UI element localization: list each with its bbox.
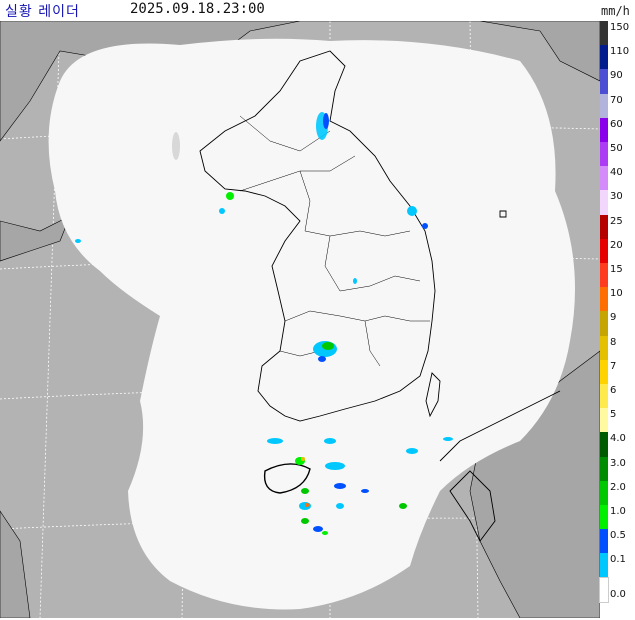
legend-swatch: [600, 238, 608, 263]
legend-swatch: [600, 359, 608, 384]
legend-item: 25: [600, 214, 635, 239]
map-title: 실황 레이더: [5, 4, 80, 20]
legend-item: 10: [600, 287, 635, 312]
legend-value-label: 0.1: [610, 554, 626, 566]
radar-coverage: [48, 38, 576, 610]
legend-item: 20: [600, 238, 635, 263]
legend-swatch: [600, 553, 608, 578]
legend-value-label: 40: [610, 167, 623, 179]
legend-item: 150: [600, 21, 635, 46]
legend-swatch: [600, 117, 608, 142]
legend-item: 0.0: [599, 576, 635, 603]
legend-swatch: [600, 408, 608, 433]
radar-map[interactable]: [0, 21, 600, 618]
legend-swatch: [600, 505, 608, 530]
legend-item: 110: [600, 45, 635, 70]
legend-value-label: 4.0: [610, 433, 626, 445]
legend-swatch: [600, 45, 608, 70]
legend-item: 5: [600, 408, 635, 433]
legend-swatch: [600, 69, 608, 94]
observation-timestamp: 2025.09.18.23:00: [130, 1, 265, 17]
legend-item: 1.0: [600, 505, 635, 530]
legend-value-label: 25: [610, 215, 623, 227]
legend-value-label: 0.0: [610, 588, 626, 600]
legend-swatch: [600, 263, 608, 288]
precipitation-legend: 150 110 90 70 60 50 40 30 25 20 15 10 9 8 7 6 5 4.0 3.0 2.0…: [599, 21, 635, 620]
legend-item: 4.0: [600, 432, 635, 457]
legend-value-label: 2.0: [610, 481, 626, 493]
legend-swatch: [600, 166, 608, 191]
legend-value-label: 110: [610, 46, 630, 58]
legend-swatch: [600, 93, 608, 118]
legend-value-label: 6: [610, 385, 617, 396]
legend-value-label: 3.0: [610, 457, 626, 469]
legend-value-label: 9: [610, 312, 617, 324]
legend-item: 0.1: [600, 553, 635, 578]
legend-item: 50: [600, 142, 635, 167]
title-bar: 실황 레이더 2025.09.18.23:00: [0, 0, 600, 21]
legend-swatch: [599, 576, 609, 603]
legend-item: 9: [600, 311, 635, 336]
legend-swatch: [600, 529, 608, 554]
legend-value-label: 50: [610, 143, 623, 154]
radar-map-canvas: [0, 21, 600, 618]
legend-item: 2.0: [600, 480, 635, 505]
legend-value-label: 30: [610, 191, 623, 203]
legend-value-label: 15: [610, 264, 623, 275]
legend-item: 60: [600, 117, 635, 142]
legend-item: 90: [600, 69, 635, 94]
legend-swatch: [600, 21, 608, 46]
legend-swatch: [600, 214, 608, 239]
legend-swatch: [600, 142, 608, 167]
legend-value-label: 150: [610, 22, 630, 33]
legend-item: 8: [600, 335, 635, 360]
legend-value-label: 1.0: [610, 506, 626, 517]
legend-value-label: 20: [610, 239, 623, 251]
legend-value-label: 7: [610, 360, 617, 372]
legend-item: 30: [600, 190, 635, 215]
legend-swatch: [600, 335, 608, 360]
legend-value-label: 70: [610, 94, 623, 106]
legend-value-label: 0.5: [610, 530, 626, 542]
legend-swatch: [600, 456, 608, 481]
legend-item: 7: [600, 359, 635, 384]
legend-swatch: [600, 480, 608, 505]
legend-item: 40: [600, 166, 635, 191]
legend-swatch: [600, 190, 608, 215]
legend-item: 70: [600, 93, 635, 118]
legend-item: 6: [600, 384, 635, 409]
legend-value-label: 8: [610, 336, 617, 348]
legend-value-label: 5: [610, 409, 617, 421]
legend-swatch: [600, 384, 608, 409]
coastlines: [199, 50, 561, 542]
legend-swatch: [600, 311, 608, 336]
legend-value-label: 90: [610, 70, 623, 82]
legend-value-label: 10: [610, 288, 623, 300]
legend-swatch: [600, 432, 608, 457]
legend-unit-label: mm/h: [601, 4, 630, 18]
legend-value-label: 60: [610, 118, 623, 130]
legend-item: 0.5: [600, 529, 635, 554]
province-boundaries: [239, 115, 430, 367]
legend-item: 15: [600, 263, 635, 288]
legend-item: 3.0: [600, 456, 635, 481]
legend-swatch: [600, 287, 608, 312]
precipitation-echoes: [75, 112, 453, 535]
